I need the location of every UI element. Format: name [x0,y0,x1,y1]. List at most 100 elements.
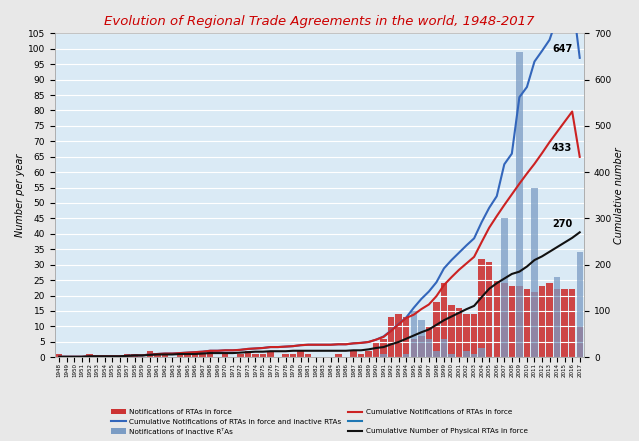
Bar [132,354,138,357]
Bar [418,336,424,357]
Bar [305,354,311,357]
Bar [177,354,183,357]
Bar [569,289,575,357]
Bar [162,354,168,357]
Bar [335,354,342,357]
Bar [449,305,455,357]
Cumulative Number of Physical RTAs in force [342,348,350,353]
Text: 647: 647 [552,44,572,54]
Bar [207,351,213,357]
Bar [380,339,387,357]
Cumulative Notifications of RTAs in force and inactive RTAs [56,354,63,359]
Bar [456,308,462,357]
Cumulative Notifications of RTAs in force [576,154,583,160]
Bar [259,354,266,357]
Line: Cumulative Number of Physical RTAs in force: Cumulative Number of Physical RTAs in fo… [59,232,580,357]
Line: Cumulative Notifications of RTAs in force and inactive RTAs: Cumulative Notifications of RTAs in forc… [59,0,580,357]
Bar [56,354,63,357]
Bar [426,326,432,357]
Cumulative Notifications of RTAs in force [214,348,222,353]
Cumulative Number of Physical RTAs in force [214,351,222,356]
Bar [531,292,537,357]
Bar [373,342,380,357]
Bar [531,187,537,357]
Bar [562,289,568,357]
Bar [237,354,243,357]
Bar [86,354,93,357]
Bar [554,289,560,357]
Y-axis label: Number per year: Number per year [15,153,25,237]
Cumulative Notifications of RTAs in force [342,342,350,347]
Cumulative Notifications of RTAs in force [123,353,131,359]
Bar [576,326,583,357]
Bar [516,286,523,357]
Bar [396,314,402,357]
Cumulative Number of Physical RTAs in force [191,351,199,357]
Cumulative Number of Physical RTAs in force [500,276,508,281]
Bar [222,354,228,357]
Bar [516,52,523,357]
Bar [245,351,251,357]
Bar [441,283,447,357]
Title: Evolution of Regional Trade Agreements in the world, 1948-2017: Evolution of Regional Trade Agreements i… [104,15,535,28]
Bar [124,354,130,357]
Bar [403,354,410,357]
Bar [501,283,507,357]
Bar [501,218,507,357]
Bar [366,351,372,357]
Bar [493,280,500,357]
Bar [290,354,296,357]
Legend: Notifications of RTAs in force, Cumulative Notifications of RTAs in force and in: Notifications of RTAs in force, Cumulati… [109,406,530,437]
Bar [418,320,424,357]
Bar [463,314,470,357]
Bar [199,354,206,357]
Bar [426,339,432,357]
Bar [192,354,198,357]
Bar [380,354,387,357]
Bar [449,354,455,357]
Bar [146,351,153,357]
Text: 270: 270 [552,219,572,228]
Bar [403,317,410,357]
Cumulative Notifications of RTAs in force and inactive RTAs [576,55,583,60]
Bar [252,354,259,357]
Cumulative Number of Physical RTAs in force [176,351,184,357]
Text: 433: 433 [552,143,572,153]
Cumulative Notifications of RTAs in force [176,351,184,356]
Bar [433,302,440,357]
Bar [282,354,289,357]
Bar [154,354,160,357]
Cumulative Number of Physical RTAs in force [56,354,63,359]
Cumulative Notifications of RTAs in force and inactive RTAs [500,162,508,167]
Bar [546,283,553,357]
Bar [471,354,477,357]
Bar [441,339,447,357]
Bar [411,339,417,357]
Bar [297,351,304,357]
Cumulative Notifications of RTAs in force [56,354,63,359]
Bar [411,311,417,357]
Bar [524,289,530,357]
Cumulative Notifications of RTAs in force [493,213,500,219]
Bar [554,277,560,357]
Line: Cumulative Notifications of RTAs in force: Cumulative Notifications of RTAs in forc… [59,112,580,357]
Cumulative Number of Physical RTAs in force [576,230,583,235]
Cumulative Notifications of RTAs in force [568,109,576,114]
Bar [184,354,190,357]
Bar [479,348,485,357]
Bar [358,354,364,357]
Bar [486,262,493,357]
Bar [388,317,394,357]
Bar [576,252,583,357]
Cumulative Notifications of RTAs in force and inactive RTAs [214,348,222,353]
Bar [267,351,273,357]
Bar [539,286,545,357]
Cumulative Number of Physical RTAs in force [493,280,500,286]
Y-axis label: Cumulative number: Cumulative number [614,147,624,244]
Bar [509,286,515,357]
Bar [463,351,470,357]
Cumulative Notifications of RTAs in force [500,202,508,208]
Cumulative Notifications of RTAs in force and inactive RTAs [176,351,184,356]
Bar [479,258,485,357]
Bar [471,314,477,357]
